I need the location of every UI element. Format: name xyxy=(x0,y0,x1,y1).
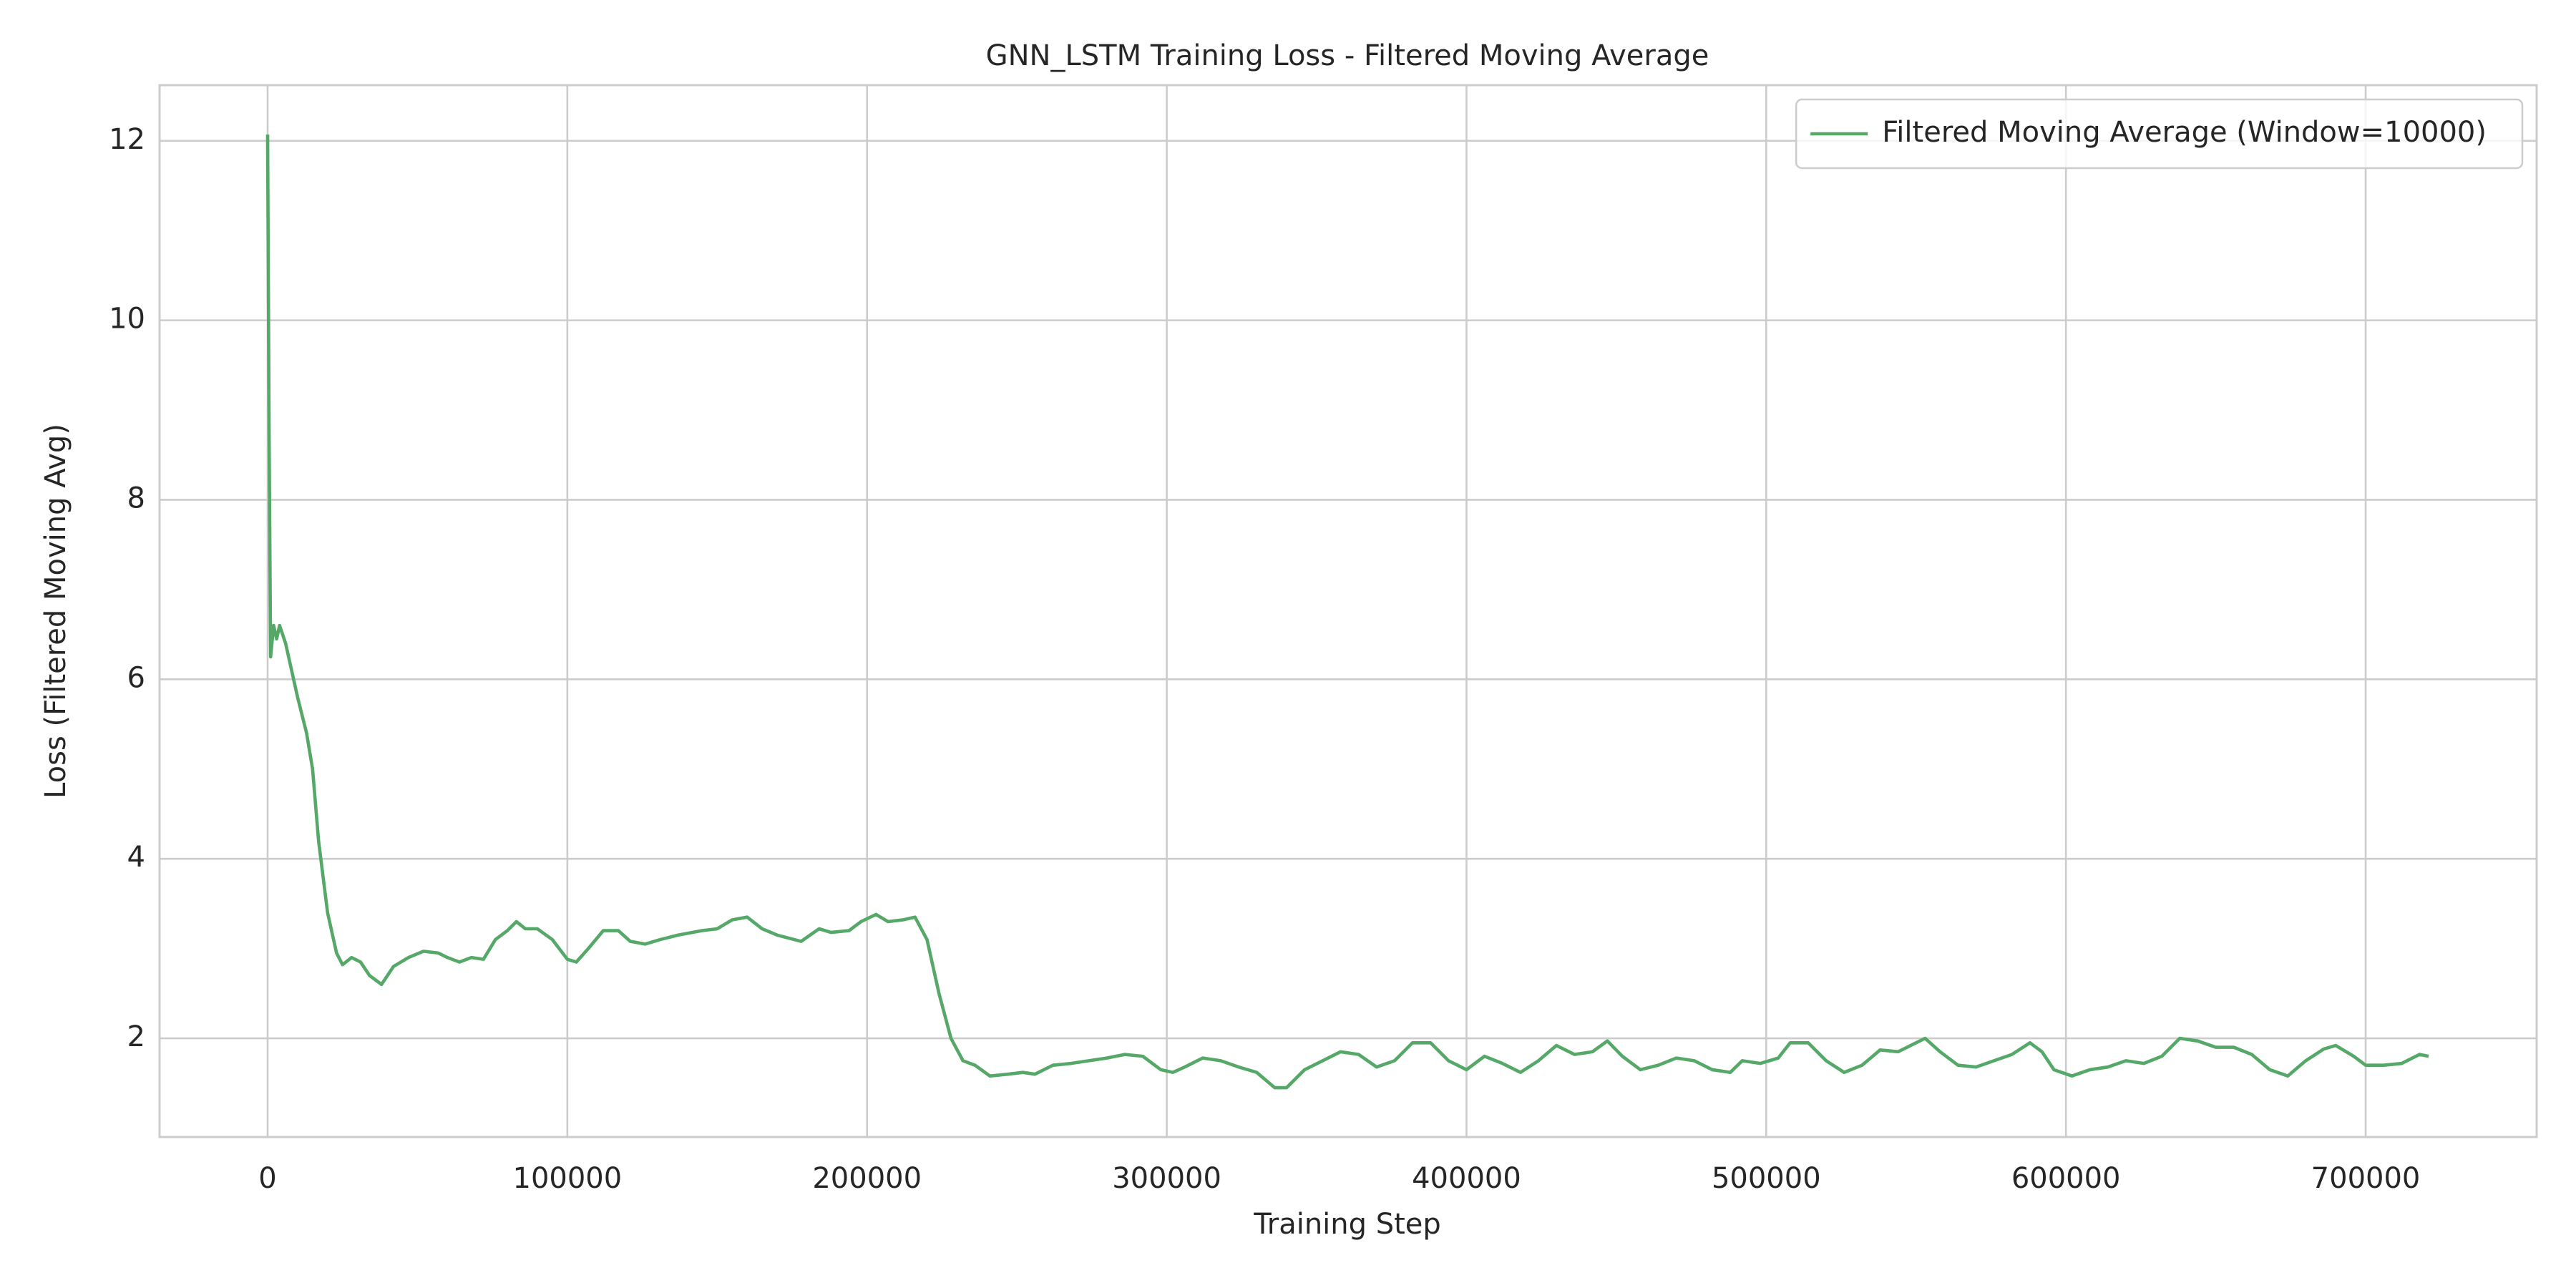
y-tick-label: 2 xyxy=(127,1020,145,1053)
y-tick-label: 6 xyxy=(127,661,145,694)
legend-box xyxy=(1795,98,2524,170)
x-tick-label: 300000 xyxy=(1112,1162,1221,1195)
x-tick-label: 600000 xyxy=(2011,1162,2121,1195)
y-tick-label: 4 xyxy=(127,841,145,874)
x-tick-label: 200000 xyxy=(812,1162,922,1195)
y-tick-label: 10 xyxy=(109,303,145,336)
chart-title: GNN_LSTM Training Loss - Filtered Moving… xyxy=(986,39,1709,72)
x-tick-label: 500000 xyxy=(1712,1162,1821,1195)
x-axis-label: Training Step xyxy=(1253,1208,1441,1241)
line-series xyxy=(265,134,2429,1090)
plot-frame xyxy=(158,84,2538,1138)
y-tick-label: 12 xyxy=(109,123,145,156)
legend-label: Filtered Moving Average (Window=10000) xyxy=(1882,116,2487,149)
x-tick-label: 100000 xyxy=(513,1162,623,1195)
x-tick-label: 0 xyxy=(258,1162,276,1195)
x-tick-label: 400000 xyxy=(1412,1162,1521,1195)
y-tick-label: 8 xyxy=(127,482,145,514)
x-tick-label: 700000 xyxy=(2311,1162,2421,1195)
y-axis-label: Loss (Filtered Moving Avg) xyxy=(39,424,72,799)
legend: Filtered Moving Average (Window=10000) xyxy=(1795,98,2524,170)
